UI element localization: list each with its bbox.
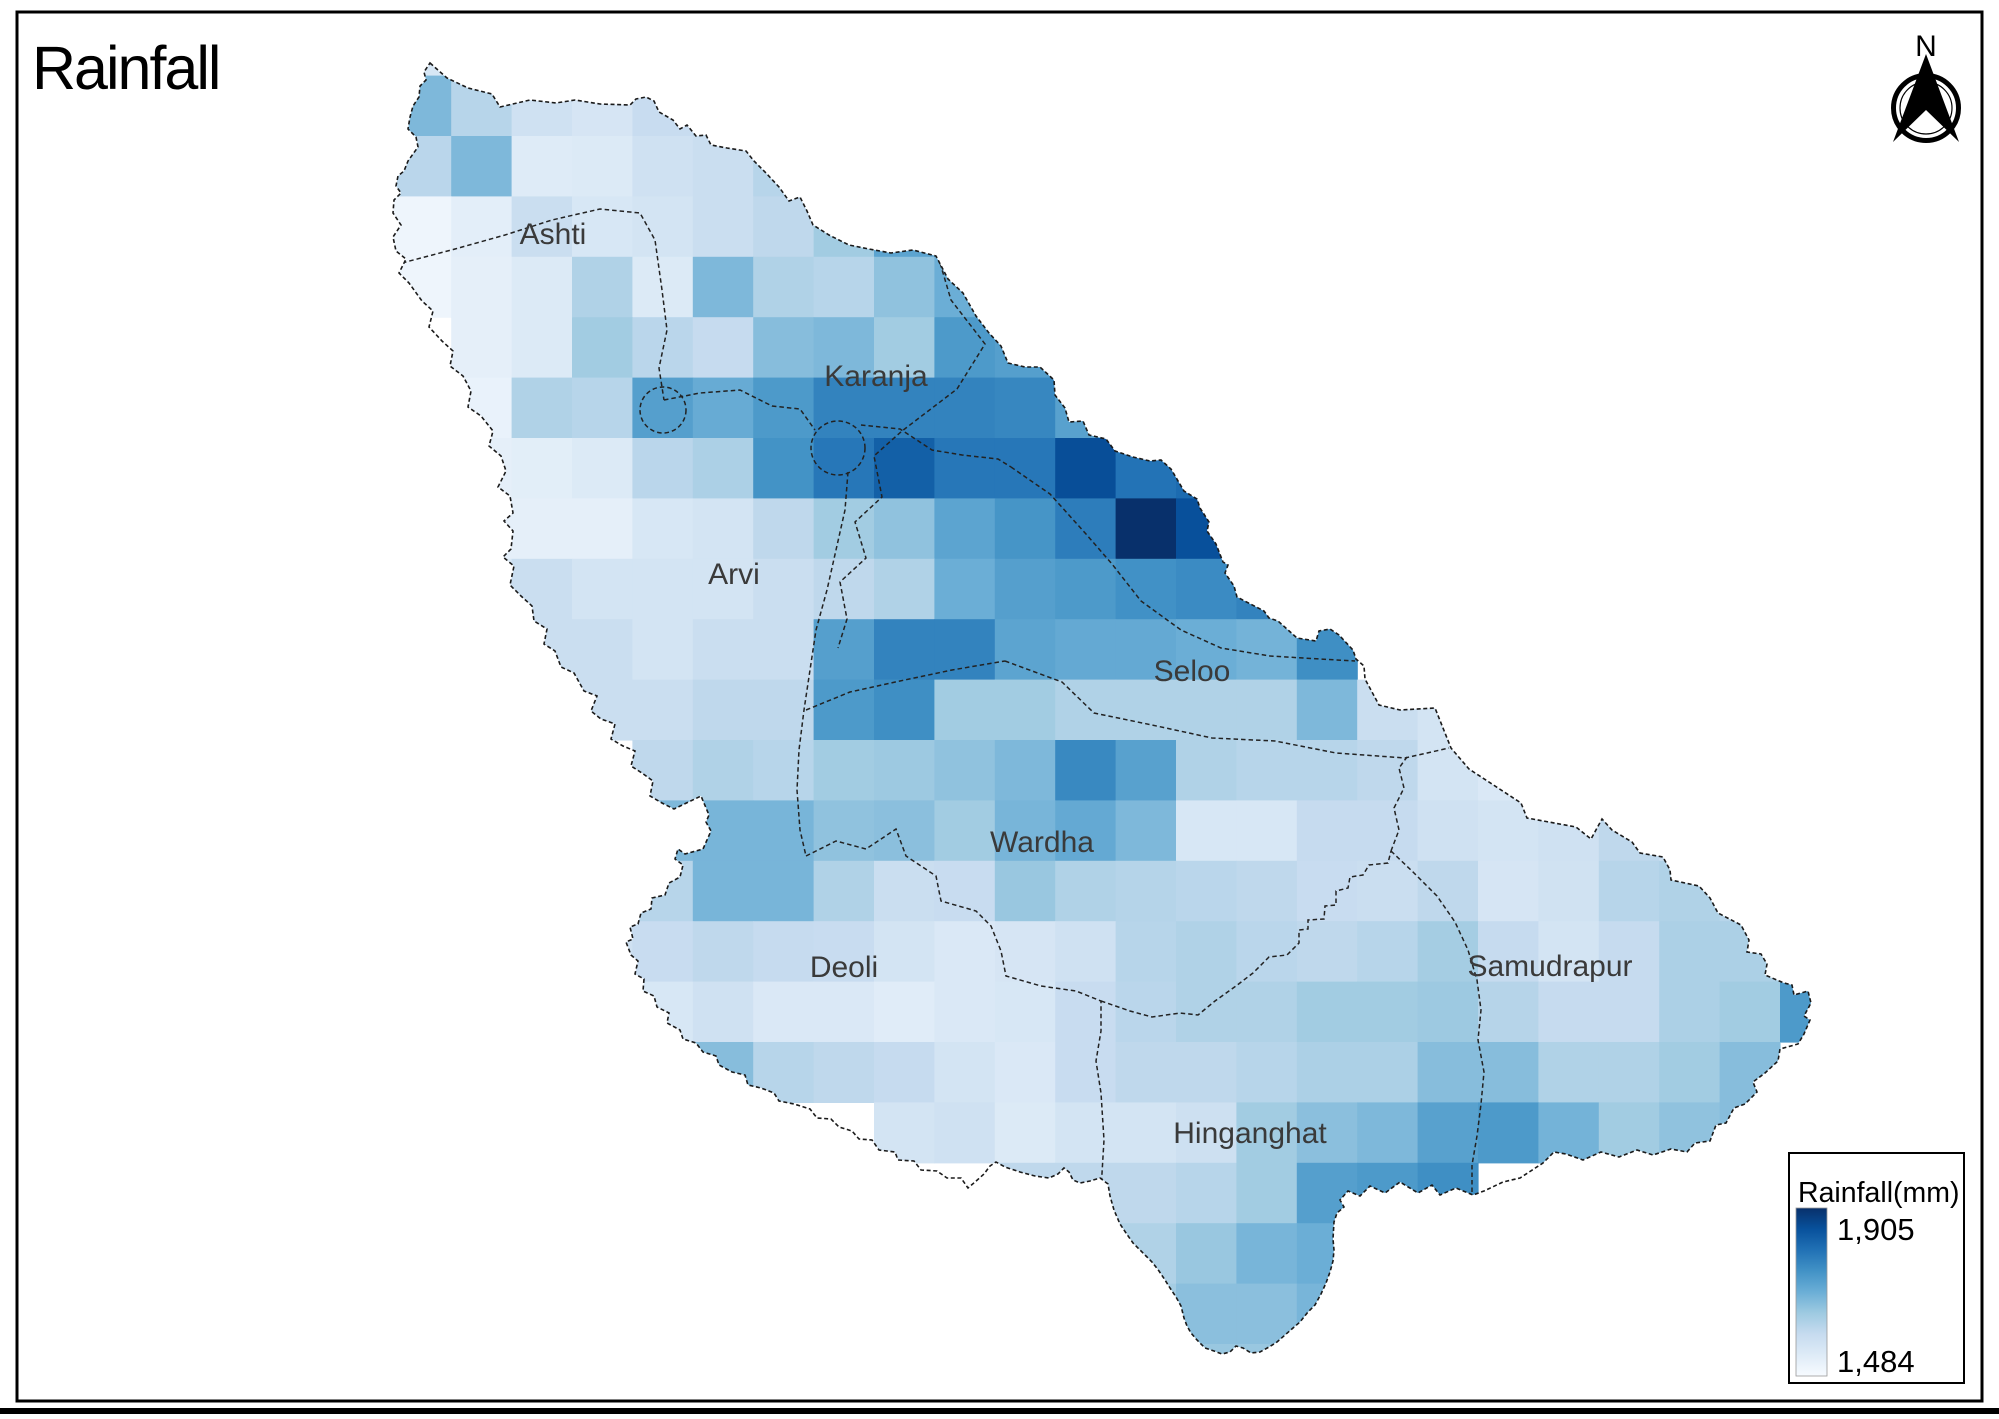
svg-text:Hinganghat: Hinganghat (1173, 1117, 1327, 1150)
svg-text:Ashti: Ashti (520, 218, 587, 251)
svg-text:Samudrapur: Samudrapur (1467, 950, 1632, 983)
svg-text:Arvi: Arvi (708, 558, 760, 591)
svg-text:Rainfall: Rainfall (32, 34, 219, 102)
svg-text:Rainfall(mm): Rainfall(mm) (1798, 1177, 1960, 1209)
svg-text:N: N (1915, 30, 1937, 63)
svg-text:1,484: 1,484 (1837, 1344, 1915, 1379)
svg-text:Wardha: Wardha (990, 826, 1094, 859)
svg-text:Seloo: Seloo (1154, 655, 1231, 688)
svg-text:Deoli: Deoli (810, 951, 878, 984)
svg-text:1,905: 1,905 (1837, 1212, 1915, 1247)
svg-text:Karanja: Karanja (824, 360, 928, 393)
